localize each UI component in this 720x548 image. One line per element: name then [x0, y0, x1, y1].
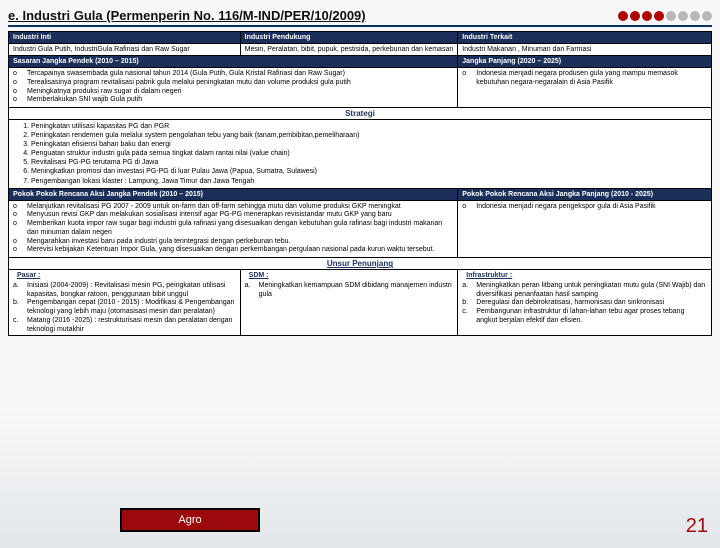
- page-number: 21: [686, 515, 708, 538]
- list-item: Peningkatan utilisasi kapasitas PG dan P…: [31, 122, 705, 131]
- list-item: Memberlakukan SNI wajib Gula putih: [13, 96, 453, 105]
- pokok-content: Melanjutkan revitalisasi PG 2007 - 2009 …: [9, 200, 711, 258]
- nav-dot[interactable]: [690, 11, 700, 21]
- sasaran-pendek-cell: Tercapainya swasembada gula nasional tah…: [9, 68, 458, 107]
- sdm-cell: SDM : a.Meningkatkan kemampuan SDM dibid…: [241, 270, 459, 335]
- list-item: Tercapainya swasembada gula nasional tah…: [13, 70, 453, 79]
- pokok-pendek-cell: Melanjutkan revitalisasi PG 2007 - 2009 …: [9, 201, 458, 258]
- sasaran-header: Sasaran Jangka Pendek (2010 – 2015) Jang…: [9, 55, 711, 67]
- nav-dot[interactable]: [642, 11, 652, 21]
- list-item: b.Deregulasi dan debirokratisasi, harmon…: [462, 299, 707, 308]
- pasar-hdr: Pasar :: [13, 271, 236, 282]
- sasaran-panjang-cell: Indonesia menjadi negara produsen gula y…: [458, 68, 711, 107]
- pokok-panjang-cell: Indonesia menjadi negara pengekspor gula…: [458, 201, 711, 258]
- nav-dot[interactable]: [702, 11, 712, 21]
- title-bar: e. Industri Gula (Permenperin No. 116/M-…: [8, 8, 712, 27]
- sdm-hdr: SDM :: [245, 271, 454, 282]
- header-row: Industri Inti Industri Pendukung Industr…: [9, 32, 711, 43]
- sasaran-pendek-hdr: Sasaran Jangka Pendek (2010 – 2015): [9, 56, 458, 67]
- main-table: Industri Inti Industri Pendukung Industr…: [8, 31, 712, 336]
- list-item: Meningkatnya produksi raw sugar di dalam…: [13, 88, 453, 97]
- nav-dots: [618, 11, 712, 21]
- list-item: Indonesia menjadi negara produsen gula y…: [462, 70, 707, 88]
- sub-pendukung: Mesin, Peralatan, bibit, pupuk, pestisid…: [241, 44, 459, 55]
- page-title: e. Industri Gula (Permenperin No. 116/M-…: [8, 8, 366, 23]
- hdr-pendukung: Industri Pendukung: [241, 32, 459, 43]
- list-item: a.Meningkatkan peran litbang untuk penin…: [462, 282, 707, 300]
- list-item: c.Pembangunan infrastruktur di lahan-lah…: [462, 308, 707, 326]
- list-item: Peningkatan efisiensi bahan baku dan ene…: [31, 140, 705, 149]
- list-item: Peningkatan rendemen gula melalui system…: [31, 131, 705, 140]
- list-item: Indonesia menjadi negara pengekspor gula…: [462, 203, 707, 212]
- list-item: Penguatan struktur industri gula pada se…: [31, 149, 705, 158]
- footer-row: Pasar : a.Inisiasi (2004-2009) : Revital…: [9, 269, 711, 335]
- list-item: Meningkatkan promosi dan investasi PG-PG…: [31, 167, 705, 176]
- strategi-body: Peningkatan utilisasi kapasitas PG dan P…: [9, 119, 711, 188]
- list-item: Merevisi kebijakan Ketentuan Impor Gula,…: [13, 246, 453, 255]
- sasaran-panjang-hdr: Jangka Panjang (2020 – 2025): [458, 56, 711, 67]
- nav-dot[interactable]: [666, 11, 676, 21]
- list-item: b.Pengembangan cepat (2010 - 2015) : Mod…: [13, 299, 236, 317]
- sub-row: Industri Gula Putih, IndustriGula Rafina…: [9, 43, 711, 55]
- pokok-header: Pokok Pokok Rencana Aksi Jangka Pendek (…: [9, 188, 711, 200]
- list-item: a.Inisiasi (2004-2009) : Revitalisasi me…: [13, 282, 236, 300]
- hdr-inti: Industri Inti: [9, 32, 241, 43]
- infra-hdr: Infrastruktur :: [462, 271, 707, 282]
- pokok-panjang-hdr: Pokok Pokok Rencana Aksi Jangka Panjang …: [458, 189, 711, 200]
- unsur-header: Unsur Penunjang: [9, 257, 711, 269]
- pasar-cell: Pasar : a.Inisiasi (2004-2009) : Revital…: [9, 270, 241, 335]
- pokok-pendek-hdr: Pokok Pokok Rencana Aksi Jangka Pendek (…: [9, 189, 458, 200]
- list-item: Melanjutkan revitalisasi PG 2007 - 2009 …: [13, 203, 453, 212]
- infra-cell: Infrastruktur : a.Meningkatkan peran lit…: [458, 270, 711, 335]
- hdr-terkait: Industri Terkait: [458, 32, 711, 43]
- sub-inti: Industri Gula Putih, IndustriGula Rafina…: [9, 44, 241, 55]
- nav-dot[interactable]: [654, 11, 664, 21]
- strategi-header: Strategi: [9, 107, 711, 119]
- list-item: c.Matang (2016 -2025) : restrukturisasi …: [13, 317, 236, 335]
- sub-terkait: Industri Makanan , Minuman dan Farmasi: [458, 44, 711, 55]
- list-item: Terealisasinya program revitalisasi pabr…: [13, 79, 453, 88]
- nav-dot[interactable]: [630, 11, 640, 21]
- list-item: Menyusun revisi GKP dan melakukan sosial…: [13, 211, 453, 220]
- list-item: Memberikan kuota impor raw sugar bagi in…: [13, 220, 453, 238]
- list-item: a.Meningkatkan kemampuan SDM dibidang ma…: [245, 282, 454, 300]
- list-item: Mengarahkan investasi baru pada industri…: [13, 238, 453, 247]
- nav-dot[interactable]: [678, 11, 688, 21]
- list-item: Revitalisasi PG-PG terutama PG di Jawa: [31, 158, 705, 167]
- list-item: Pengembangan lokasi klaster : Lampung, J…: [31, 177, 705, 186]
- nav-dot[interactable]: [618, 11, 628, 21]
- agro-button[interactable]: Agro: [120, 508, 260, 532]
- sasaran-content: Tercapainya swasembada gula nasional tah…: [9, 67, 711, 107]
